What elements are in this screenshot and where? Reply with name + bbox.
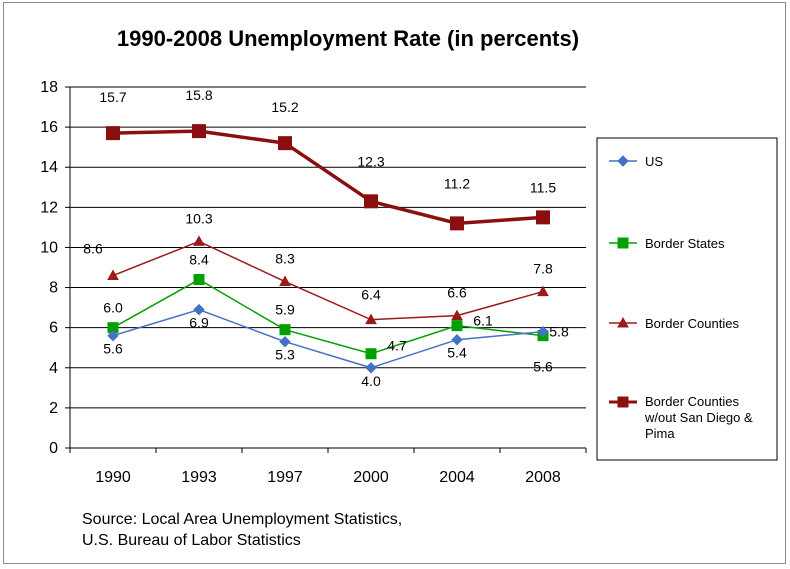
data-point xyxy=(365,313,377,325)
data-label: 5.8 xyxy=(549,324,569,340)
series-line xyxy=(112,129,544,226)
y-tick-label: 6 xyxy=(49,320,58,337)
data-point xyxy=(107,269,119,281)
data-label: 11.2 xyxy=(444,175,470,191)
data-label: 10.3 xyxy=(185,210,212,226)
y-tick-label: 4 xyxy=(49,360,58,377)
data-label: 4.7 xyxy=(387,338,407,354)
legend-label: Border States xyxy=(645,236,725,251)
data-label: 8.3 xyxy=(275,251,295,267)
data-label: 5.3 xyxy=(275,347,295,363)
axes: 0 2 4 6 8 10 12 14 16 18 1990 1993 1997 2000 2004 2008 xyxy=(40,79,587,486)
legend-item: Border Counties xyxy=(609,316,739,331)
x-tick-label: 1997 xyxy=(267,469,303,486)
data-point xyxy=(451,320,463,332)
data-point xyxy=(451,333,463,346)
data-label: 4.0 xyxy=(361,373,381,389)
data-label: 12.3 xyxy=(357,153,384,169)
series-line xyxy=(112,240,544,321)
legend-label: Border Counties xyxy=(645,394,739,409)
data-point xyxy=(279,275,291,287)
legend-marker xyxy=(617,155,629,167)
legend-marker xyxy=(617,237,629,249)
data-point xyxy=(365,348,377,360)
x-tick-label: 2004 xyxy=(439,469,475,486)
y-tick-label: 12 xyxy=(40,199,58,216)
legend-marker xyxy=(617,316,629,328)
data-point xyxy=(450,216,464,231)
data-point xyxy=(278,136,292,151)
series-line xyxy=(112,308,544,369)
data-label: 5.9 xyxy=(275,302,295,318)
y-tick-label: 14 xyxy=(40,159,58,176)
legend-label: w/out San Diego & xyxy=(644,410,753,425)
x-tick-label: 2008 xyxy=(525,469,561,486)
legend-item: Border States xyxy=(609,236,725,251)
chart-title: 1990-2008 Unemployment Rate (in percents… xyxy=(117,26,579,51)
data-label: 8.6 xyxy=(83,241,103,257)
data-labels: 15.7 15.8 15.2 12.3 11.2 11.5 8.6 10.3 8.3 6.4 6.6… xyxy=(83,87,569,389)
y-tick-label: 18 xyxy=(40,79,58,96)
y-tick-label: 8 xyxy=(49,280,58,297)
source-line-2: U.S. Bureau of Labor Statistics xyxy=(82,532,301,549)
data-point xyxy=(279,335,291,348)
data-point xyxy=(364,194,378,209)
data-point xyxy=(536,210,550,225)
data-label: 15.8 xyxy=(185,87,212,103)
data-label: 6.6 xyxy=(447,285,467,301)
series-group xyxy=(106,124,550,374)
y-tick-label: 0 xyxy=(49,440,58,457)
data-label: 6.4 xyxy=(361,287,381,303)
data-point xyxy=(365,362,377,374)
data-label: 6.0 xyxy=(103,300,123,316)
legend-label: US xyxy=(645,154,663,169)
legend-label: Pima xyxy=(645,426,675,441)
data-label: 8.4 xyxy=(189,252,209,268)
data-point xyxy=(537,325,549,338)
source-line-1: Source: Local Area Unemployment Statisti… xyxy=(82,511,402,528)
data-point xyxy=(107,329,119,342)
data-label: 15.2 xyxy=(271,99,298,115)
data-label: 15.7 xyxy=(99,89,126,105)
y-tick-label: 2 xyxy=(49,400,58,417)
series-0 xyxy=(107,303,549,374)
data-label: 5.4 xyxy=(447,345,467,361)
x-tick-label: 2000 xyxy=(353,469,389,486)
data-point xyxy=(279,324,291,336)
data-point xyxy=(193,274,205,286)
x-tick-label: 1990 xyxy=(95,469,131,486)
legend-marker xyxy=(617,396,629,408)
grid-lines xyxy=(70,86,586,409)
y-tick-label: 10 xyxy=(40,239,58,256)
series-3 xyxy=(106,124,550,231)
data-label: 5.6 xyxy=(533,359,553,375)
data-point xyxy=(106,126,120,141)
data-label: 7.8 xyxy=(533,261,553,277)
series-2 xyxy=(107,235,549,325)
y-tick-label: 16 xyxy=(40,119,58,136)
data-point xyxy=(193,235,205,246)
data-label: 11.5 xyxy=(530,179,556,195)
data-label: 5.6 xyxy=(103,341,123,357)
series-line xyxy=(112,278,544,355)
data-point xyxy=(193,303,205,316)
legend-item: US xyxy=(609,154,663,169)
data-point xyxy=(537,285,549,297)
legend-label: Border Counties xyxy=(645,316,739,331)
source-note: Source: Local Area Unemployment Statisti… xyxy=(82,511,402,549)
data-label: 6.9 xyxy=(189,315,209,331)
data-point xyxy=(192,124,206,139)
data-point xyxy=(451,309,463,321)
data-label: 6.1 xyxy=(473,313,493,329)
x-tick-label: 1993 xyxy=(181,469,217,486)
